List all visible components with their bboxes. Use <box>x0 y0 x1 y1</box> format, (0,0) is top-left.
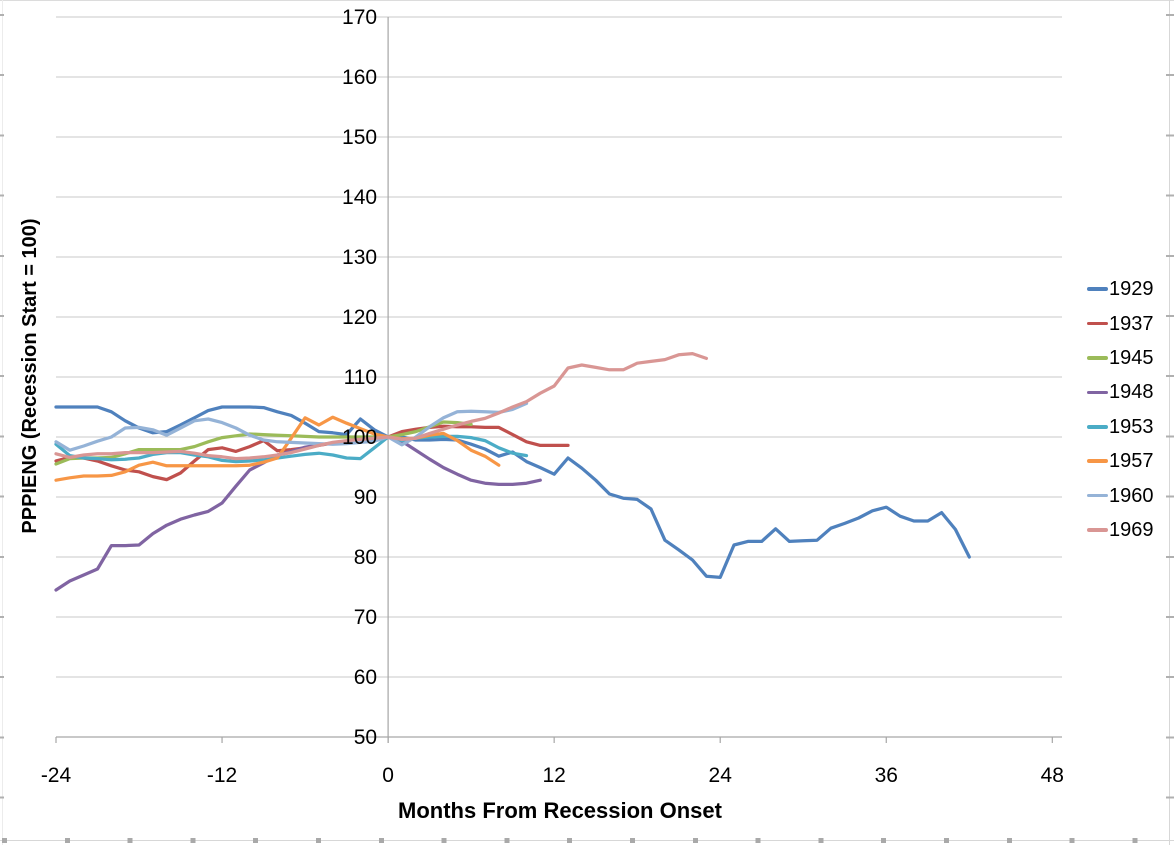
legend-swatch-1937 <box>1087 321 1108 326</box>
legend-swatch-1948 <box>1087 390 1108 395</box>
sheet-gridline-marks-right <box>1166 14 1174 844</box>
legend-swatch-1953 <box>1087 424 1108 429</box>
y-tick-label-90: 90 <box>354 486 377 509</box>
legend-label-1929: 1929 <box>1109 278 1154 301</box>
x-tick-label--24: -24 <box>41 764 72 787</box>
legend-swatch-1945 <box>1087 356 1108 360</box>
y-tick-label-160: 160 <box>342 66 377 89</box>
sheet-gridline-marks-left <box>0 14 4 844</box>
y-tick-label-140: 140 <box>342 186 377 209</box>
y-tick-label-80: 80 <box>354 546 377 569</box>
legend-swatch-1969 <box>1087 528 1108 532</box>
x-tick-label-0: 0 <box>382 764 394 787</box>
sheet-gridline-marks-bottom <box>2 838 1174 843</box>
legend-swatch-1929 <box>1087 287 1108 291</box>
x-tick-label--12: -12 <box>207 764 237 787</box>
y-tick-label-110: 110 <box>344 366 377 389</box>
x-tick-label-12: 12 <box>542 764 565 787</box>
y-tick-label-150: 150 <box>342 126 377 149</box>
legend-item-1957: 1957 <box>1087 444 1154 478</box>
x-tick-label-24: 24 <box>709 764 733 787</box>
y-tick-label-60: 60 <box>354 666 377 689</box>
series-line-1969 <box>54 351 709 461</box>
x-tick-label-36: 36 <box>875 764 898 787</box>
legend-label-1957: 1957 <box>1109 450 1154 473</box>
y-axis-title: PPPIENG (Recession Start = 100) <box>19 218 41 534</box>
y-tick-label-170: 170 <box>342 6 377 29</box>
y-tick-label-120: 120 <box>342 306 377 329</box>
legend-swatch-1957 <box>1087 459 1108 463</box>
legend-item-1969: 1969 <box>1087 513 1154 547</box>
legend-item-1945: 1945 <box>1087 341 1154 375</box>
legend: 1929 1937 1945 1948 1953 1957 1960 1969 <box>1087 272 1154 547</box>
legend-label-1953: 1953 <box>1109 415 1154 438</box>
x-tick-label-48: 48 <box>1041 764 1064 787</box>
y-tick-label-100: 100 <box>342 426 377 449</box>
legend-item-1960: 1960 <box>1087 478 1154 512</box>
legend-label-1960: 1960 <box>1109 484 1154 507</box>
y-tick-label-50: 50 <box>354 726 377 749</box>
y-tick-label-130: 130 <box>342 246 377 269</box>
legend-swatch-1960 <box>1087 493 1108 498</box>
series-line-1960 <box>54 401 529 452</box>
legend-label-1937: 1937 <box>1109 312 1154 335</box>
series-line-1929 <box>54 405 971 580</box>
y-tick-label-70: 70 <box>354 606 377 629</box>
legend-item-1929: 1929 <box>1087 272 1154 306</box>
legend-label-1948: 1948 <box>1109 381 1154 404</box>
legend-label-1945: 1945 <box>1109 346 1154 369</box>
legend-item-1948: 1948 <box>1087 375 1154 409</box>
legend-item-1953: 1953 <box>1087 410 1154 444</box>
x-axis-title: Months From Recession Onset <box>398 798 722 823</box>
sheet-edge-top <box>0 0 1174 1</box>
legend-label-1969: 1969 <box>1109 518 1154 541</box>
legend-item-1937: 1937 <box>1087 306 1154 340</box>
